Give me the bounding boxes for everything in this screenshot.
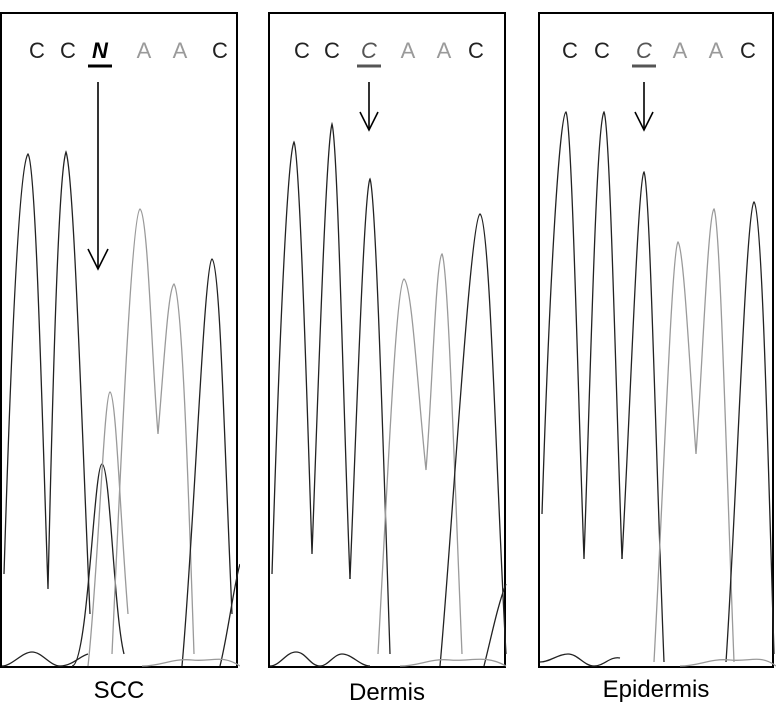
base-call: A	[137, 38, 152, 63]
trace-baseline-light	[399, 658, 507, 667]
panel-caption-dermis: Dermis	[349, 679, 425, 706]
trace-peak-c1	[271, 121, 351, 580]
base-call: A	[437, 38, 452, 63]
arrow-down-icon	[359, 82, 379, 132]
base-call: A	[173, 38, 188, 63]
trace-baseline-light	[679, 658, 776, 667]
base-call: C	[294, 38, 310, 63]
base-call-highlighted: C	[361, 38, 377, 63]
base-call: A	[401, 38, 416, 63]
arrow-down-icon	[634, 82, 654, 132]
trace-baseline-dark	[270, 651, 371, 667]
base-call: C	[740, 38, 756, 63]
trace-peak-a1	[377, 253, 463, 655]
base-call: C	[562, 38, 578, 63]
chromatogram-panel-epidermis: C C C A A C	[538, 12, 776, 668]
base-call: A	[709, 38, 724, 63]
trace-group-scc	[2, 150, 240, 667]
base-call: C	[60, 38, 76, 63]
base-call: C	[468, 38, 484, 63]
trace-peak-c2	[349, 177, 391, 655]
chromatogram-panel-dermis: C C C A A C	[268, 12, 507, 668]
trace-peak-c2	[621, 170, 665, 663]
trace-peak-n-light	[87, 391, 129, 667]
base-call: C	[594, 38, 610, 63]
base-call-row-scc: C C N A A C	[29, 38, 228, 68]
panel-caption-scc: SCC	[93, 677, 145, 704]
trace-group-dermis	[270, 121, 507, 667]
trace-peak-c2	[181, 258, 233, 667]
trace-peak-a1	[111, 208, 195, 655]
arrow-down-icon	[87, 82, 109, 271]
trace-tail	[219, 563, 240, 667]
base-call-row-epidermis: C C C A A C	[562, 38, 756, 68]
base-call: C	[324, 38, 340, 63]
trace-peak-c1	[3, 150, 91, 615]
base-call-highlighted: C	[636, 38, 652, 63]
trace-peak-a1	[653, 207, 735, 663]
trace-peak-c3	[725, 201, 775, 663]
chromatogram-svg-scc: C C N A A C	[2, 38, 240, 667]
trace-peak-c3	[439, 213, 507, 667]
base-call-row-dermis: C C C A A C	[294, 38, 484, 68]
trace-tail	[483, 583, 507, 667]
trace-baseline-light	[141, 658, 240, 667]
chromatogram-panel-scc: C C N A A C	[0, 12, 240, 668]
base-call-highlighted: N	[92, 38, 109, 63]
base-call: C	[29, 38, 45, 63]
base-call: C	[212, 38, 228, 63]
chromatogram-svg-dermis: C C C A A C	[270, 38, 507, 667]
trace-peak-c1	[541, 110, 623, 560]
panel-caption-epidermis: Epidermis	[602, 676, 710, 703]
chromatogram-svg-epidermis: C C C A A C	[540, 38, 776, 667]
trace-baseline-dark	[540, 653, 621, 667]
trace-group-epidermis	[540, 110, 776, 667]
base-call: A	[673, 38, 688, 63]
trace-baseline-dark	[2, 651, 89, 667]
